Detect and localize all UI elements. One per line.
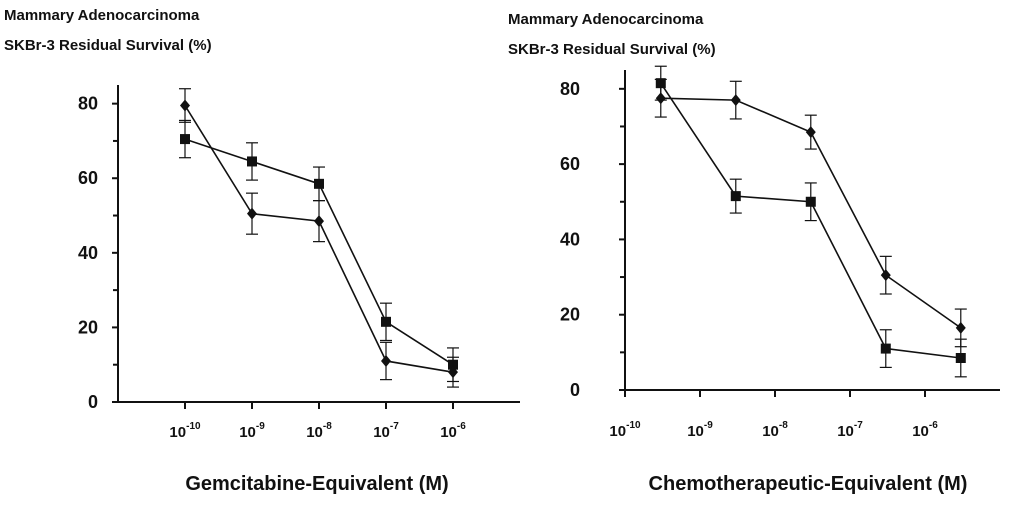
- chart-title-line: SKBr-3 Residual Survival (%): [508, 41, 716, 58]
- x-tick-label: 10-7: [373, 421, 399, 441]
- x-tick-label: 10-6: [912, 420, 938, 440]
- x-tick-label: 10-9: [687, 420, 713, 440]
- x-tick-label: 10-7: [837, 420, 863, 440]
- x-tick-label: 10-10: [609, 420, 641, 440]
- data-point-diamond: [805, 126, 816, 139]
- y-tick-label: 40: [78, 243, 98, 263]
- chart-2: Mammary Adenocarcinoma SKBr-3 Residual Su…: [508, 11, 1000, 495]
- x-tick-label-base: 10: [687, 423, 704, 440]
- x-tick-label-base: 10: [373, 424, 390, 441]
- x-tick-label-exponent: -10: [186, 421, 201, 432]
- data-point-square: [880, 343, 891, 354]
- x-tick-label-base: 10: [609, 423, 626, 440]
- y-tick-label: 20: [78, 317, 98, 337]
- y-tick-label: 80: [560, 79, 580, 99]
- x-tick-label-base: 10: [912, 423, 929, 440]
- x-tick-label-base: 10: [440, 424, 457, 441]
- y-tick-label: 60: [560, 154, 580, 174]
- data-point-square: [180, 134, 190, 145]
- y-tick-label: 60: [78, 168, 98, 188]
- chart-title-line: SKBr-3 Residual Survival (%): [4, 37, 212, 54]
- x-tick-label: 10-8: [306, 421, 332, 441]
- x-tick-label-base: 10: [762, 423, 779, 440]
- x-tick-label-base: 10: [169, 424, 186, 441]
- x-tick-label-exponent: -6: [457, 421, 466, 432]
- x-tick-label: 10-6: [440, 421, 466, 441]
- x-tick-label-exponent: -8: [323, 421, 332, 432]
- series-diamond: [654, 78, 967, 348]
- y-tick-label: 40: [560, 229, 580, 249]
- x-tick-label-exponent: -10: [626, 420, 641, 431]
- data-point-diamond: [381, 354, 391, 367]
- data-point-square: [247, 156, 257, 167]
- chart-1: Mammary Adenocarcinoma SKBr-3 Residual Su…: [4, 7, 520, 495]
- x-tick-label-base: 10: [306, 424, 323, 441]
- data-point-square: [955, 353, 966, 363]
- x-axis-label: Chemotherapeutic-Equivalent (M): [649, 473, 968, 495]
- y-tick-label: 0: [570, 380, 580, 400]
- data-point-square: [805, 196, 816, 207]
- data-point-diamond: [880, 269, 891, 282]
- data-point-diamond: [180, 99, 190, 112]
- x-tick-label-exponent: -9: [256, 421, 265, 432]
- y-tick-label: 0: [88, 392, 98, 412]
- x-tick-label-base: 10: [837, 423, 854, 440]
- data-point-diamond: [730, 94, 741, 107]
- x-tick-label-exponent: -7: [390, 421, 399, 432]
- y-tick-label: 20: [560, 305, 580, 325]
- series-diamond: [179, 88, 459, 388]
- x-tick-label-exponent: -7: [854, 420, 863, 431]
- data-point-diamond: [448, 366, 458, 379]
- data-point-square: [314, 178, 324, 189]
- data-point-diamond: [314, 215, 324, 228]
- chart-title-line: Mammary Adenocarcinoma: [508, 11, 704, 28]
- x-tick-label-base: 10: [239, 424, 256, 441]
- chart-title-line: Mammary Adenocarcinoma: [4, 7, 200, 24]
- x-tick-label-exponent: -9: [704, 420, 713, 431]
- data-point-square: [381, 316, 391, 327]
- x-tick-label: 10-8: [762, 420, 788, 440]
- x-tick-label-exponent: -8: [779, 420, 788, 431]
- data-point-diamond: [655, 92, 666, 105]
- x-tick-label-exponent: -6: [929, 420, 938, 431]
- data-point-square: [730, 191, 741, 202]
- data-point-diamond: [247, 207, 257, 220]
- y-tick-label: 80: [78, 94, 98, 114]
- x-tick-label: 10-10: [169, 421, 201, 441]
- x-axis-label: Gemcitabine-Equivalent (M): [185, 473, 448, 495]
- series-square: [654, 65, 967, 378]
- series-square: [179, 119, 459, 383]
- x-tick-label: 10-9: [239, 421, 265, 441]
- data-point-diamond: [955, 321, 966, 334]
